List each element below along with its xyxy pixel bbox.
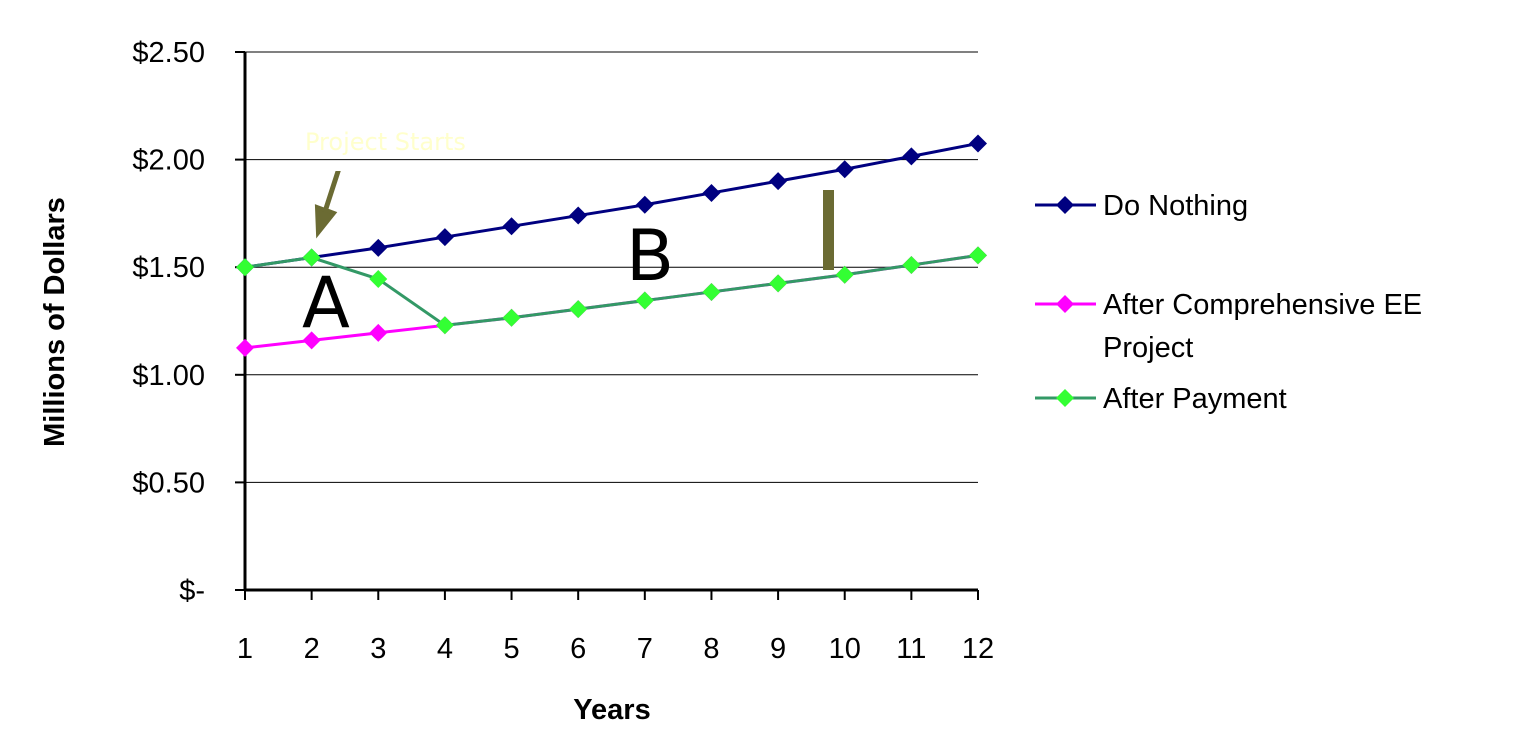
data-point — [702, 183, 721, 202]
data-point — [769, 274, 788, 293]
series-3 — [236, 246, 987, 335]
annotation-label-b: B — [626, 215, 674, 297]
y-axis-title: Millions of Dollars — [39, 197, 71, 447]
data-point — [769, 172, 788, 191]
axes — [243, 52, 978, 592]
x-tick-label: 4 — [437, 633, 453, 665]
data-point — [369, 323, 388, 342]
gridlines — [245, 51, 978, 483]
data-point — [369, 270, 388, 289]
legend-marker — [1056, 196, 1074, 214]
data-point — [835, 160, 854, 179]
y-tick-label: $- — [179, 575, 205, 607]
data-point — [502, 217, 521, 236]
data-point — [502, 308, 521, 327]
data-point — [702, 282, 721, 301]
y-tick-label: $2.00 — [132, 145, 205, 177]
gap-marker-bar — [823, 190, 834, 270]
project-starts-label: Project Starts — [305, 128, 466, 156]
x-axis-ticks: 1 2 3 4 5 6 7 8 9 10 11 12 — [237, 590, 994, 665]
x-axis-title: Years — [573, 694, 650, 726]
y-tick-label: $1.00 — [132, 360, 205, 392]
data-point — [435, 316, 454, 335]
legend-label: After Comprehensive EE Project — [1103, 289, 1422, 364]
x-tick-label: 6 — [570, 633, 586, 665]
data-point — [569, 300, 588, 319]
data-point — [302, 331, 321, 350]
annotation-label-a: A — [302, 262, 350, 344]
x-tick-label: 11 — [896, 633, 926, 665]
data-point — [635, 291, 654, 310]
y-axis-ticks: $- $0.50 $1.00 $1.50 $2.00 $2.50 — [132, 37, 245, 607]
data-point — [302, 248, 321, 267]
data-point — [369, 238, 388, 257]
legend-marker — [1056, 389, 1074, 407]
data-point — [635, 195, 654, 214]
series-group — [236, 134, 987, 357]
y-tick-label: $1.50 — [132, 252, 205, 284]
x-tick-label: 3 — [370, 633, 386, 665]
y-tick-label: $0.50 — [132, 467, 205, 499]
y-tick-label: $2.50 — [132, 37, 205, 69]
legend: Do Nothing After Comprehensive EE Project A… — [1035, 190, 1422, 415]
x-tick-label: 9 — [770, 633, 786, 665]
x-tick-label: 8 — [703, 633, 719, 665]
x-tick-label: 12 — [962, 633, 994, 665]
data-point — [236, 258, 254, 277]
data-point — [236, 338, 254, 357]
x-tick-label: 10 — [829, 633, 861, 665]
legend-label: After Payment — [1103, 383, 1287, 415]
legend-label: Do Nothing — [1103, 190, 1248, 222]
series-line — [244, 141, 979, 269]
data-point — [969, 246, 987, 265]
data-point — [835, 265, 854, 284]
project-starts-arrow — [314, 171, 341, 239]
x-tick-label: 1 — [237, 633, 253, 665]
x-tick-label: 5 — [503, 633, 519, 665]
data-point — [902, 256, 921, 275]
legend-marker — [1056, 295, 1074, 313]
data-point — [569, 206, 588, 225]
x-tick-label: 2 — [304, 633, 320, 665]
annotations: Project Starts A B — [302, 128, 834, 344]
x-tick-label: 7 — [637, 633, 653, 665]
data-point — [435, 228, 454, 247]
data-point — [969, 134, 987, 153]
data-point — [902, 147, 921, 166]
series-line — [244, 253, 979, 327]
